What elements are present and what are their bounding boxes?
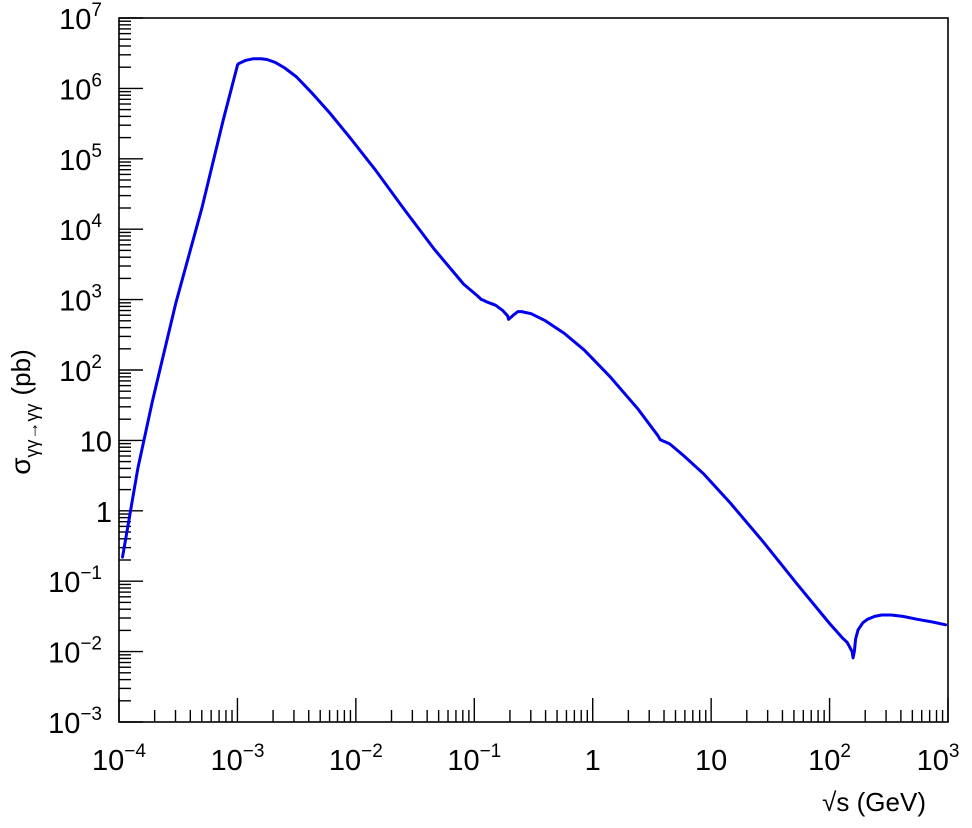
y-tick-label-exponent: −2 [80,634,102,655]
y-tick-label-base: 10 [80,426,112,458]
x-tick-label: 102 [808,741,851,777]
y-tick-label: 10−2 [48,634,102,670]
x-tick-label-base: 1 [585,745,601,777]
x-tick-label-exponent: −4 [124,741,146,762]
y-tick-label-base: 10 [59,145,91,177]
x-tick-label-base: 10 [447,745,479,777]
y-tick-label-exponent: 6 [91,70,102,91]
x-tick-label-base: 10 [808,745,840,777]
y-tick-label: 107 [59,0,102,36]
y-axis-ticks [119,17,143,723]
x-tick-label: 1 [585,745,601,777]
y-tick-label: 103 [59,282,102,318]
y-tick-label-base: 10 [59,286,91,318]
x-tick-label: 10−2 [329,741,383,777]
y-tick-label: 10−3 [48,704,102,740]
y-tick-label-exponent: −1 [80,563,102,584]
y-tick-label-base: 10 [59,356,91,388]
y-tick-label: 106 [59,70,102,106]
y-tick-label-base: 10 [48,708,80,740]
y-axis-title-unit: (pb) [6,349,36,395]
x-tick-label-exponent: −1 [480,741,502,762]
y-tick-label-exponent: 4 [91,211,102,232]
x-tick-label-base: 10 [695,745,727,777]
series-line-cross-section [121,57,948,660]
y-axis-title-subscript: γγ→γγ [22,403,42,457]
y-axis-title: σγγ→γγ (pb) [5,349,42,475]
y-tick-label: 105 [59,141,102,177]
x-tick-label: 10−1 [447,741,501,777]
x-tick-label: 10−3 [210,741,264,777]
y-tick-label-base: 10 [59,74,91,106]
y-tick-label-base: 10 [48,638,80,670]
y-tick-label-base: 10 [48,567,80,599]
x-tick-label: 10−4 [92,741,146,777]
x-tick-label-exponent: −3 [243,741,265,762]
y-tick-label-exponent: 5 [91,141,102,162]
y-tick-label-exponent: −3 [80,704,102,725]
y-tick-label-exponent: 3 [91,282,102,303]
y-tick-label: 104 [59,211,102,247]
x-axis-tick-labels: 10−4 10−3 10−2 10−1 1 10 102 103 [92,741,959,777]
x-axis-ticks [118,698,949,722]
y-tick-label-base: 10 [59,4,91,36]
x-tick-label-base: 10 [92,745,124,777]
y-tick-label: 1 [96,497,112,529]
y-tick-label-exponent: 2 [91,352,102,373]
x-tick-label-base: 10 [210,745,242,777]
x-tick-label-base: 10 [917,745,949,777]
y-tick-label-base: 1 [96,497,112,529]
x-axis-title: √s (GeV) [822,787,926,817]
y-tick-label-base: 10 [59,215,91,247]
y-tick-label: 10−1 [48,563,102,599]
y-tick-label-exponent: 7 [91,0,102,21]
x-tick-label-exponent: −2 [361,741,383,762]
x-tick-label-base: 10 [329,745,361,777]
x-tick-label-exponent: 2 [840,741,851,762]
x-tick-label: 10 [695,745,727,777]
x-tick-label: 103 [917,741,960,777]
y-axis-title-sigma: σ [5,457,36,474]
y-tick-label: 10 [80,426,112,458]
x-tick-label-exponent: 3 [949,741,960,762]
y-tick-label: 102 [59,352,102,388]
